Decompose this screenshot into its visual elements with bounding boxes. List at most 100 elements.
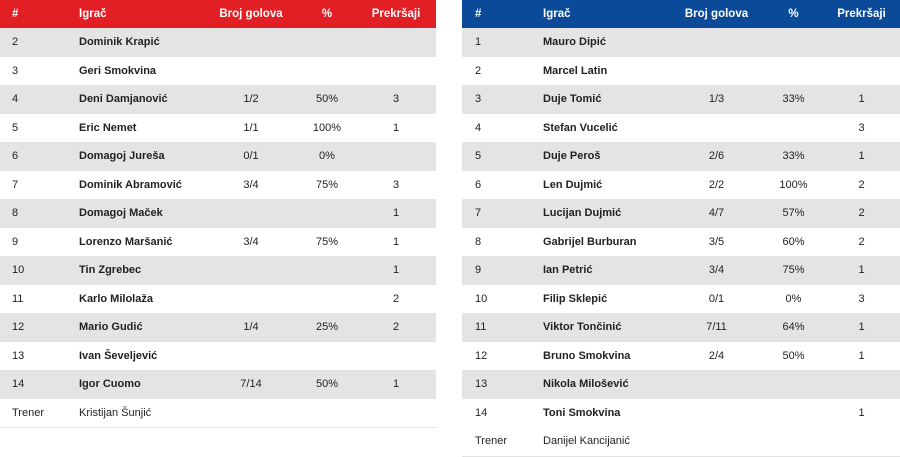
player-goals: 3/4	[708, 264, 725, 277]
player-name: Mauro Dipić	[543, 36, 606, 49]
player-percent: 60%	[782, 235, 805, 248]
coach-label: Trener	[12, 406, 44, 419]
player-row: 4 Stefan Vucelić 3	[462, 114, 900, 143]
player-number: 2	[12, 36, 19, 49]
player-row: 6 Len Dujmić 2/2 100% 2	[462, 171, 900, 200]
player-row: 8 Gabrijel Burburan 3/5 60% 2	[462, 228, 900, 257]
player-percent: 33%	[782, 150, 805, 163]
player-goals: 1/1	[243, 121, 259, 134]
player-name: Viktor Tončinić	[543, 321, 622, 334]
player-row: 4 Deni Damjanović 1/2 50% 3	[0, 85, 436, 114]
player-goals: 7/14	[240, 378, 262, 391]
player-name: Duje Tomić	[543, 93, 602, 106]
player-name: Duje Peroš	[543, 150, 601, 163]
player-fouls: 1	[392, 264, 400, 277]
player-percent: 25%	[315, 321, 339, 334]
player-fouls: 2	[858, 207, 865, 220]
player-row: 7 Lucijan Dujmić 4/7 57% 2	[462, 199, 900, 228]
player-row: 10 Filip Sklepić 0/1 0% 3	[462, 285, 900, 314]
player-name: Filip Sklepić	[543, 292, 608, 305]
player-name: Dominik Abramović	[79, 178, 182, 191]
player-row: 3 Geri Smokvina	[0, 57, 436, 86]
header-percent: %	[788, 8, 799, 20]
player-fouls: 3	[858, 292, 865, 305]
player-number: 6	[475, 178, 482, 191]
away-rows: 1 Mauro Dipić 2 Marcel Latin 3 Duje Tomić 1/3 3…	[462, 28, 900, 457]
player-goals: 3/4	[243, 178, 259, 191]
player-number: 9	[475, 264, 482, 277]
player-goals: 3/4	[243, 235, 259, 248]
coach-label: Trener	[475, 435, 507, 448]
player-percent: 0%	[319, 150, 335, 163]
player-goals: 0/1	[708, 292, 725, 305]
player-number: 13	[12, 349, 25, 362]
player-fouls: 1	[858, 264, 865, 277]
player-row: 11 Karlo Milolaža 2	[0, 285, 436, 314]
player-number: 4	[12, 93, 19, 106]
header-player: Igrač	[543, 8, 571, 20]
player-percent: 0%	[785, 292, 802, 305]
away-table-header: # Igrač Broj golova % Prekršaji	[462, 0, 900, 28]
player-goals: 0/1	[243, 150, 259, 163]
player-name: Bruno Smokvina	[543, 349, 631, 362]
header-fouls: Prekršaji	[371, 8, 421, 20]
player-row: 13 Nikola Milošević	[462, 370, 900, 399]
player-percent: 100%	[312, 121, 342, 134]
player-goals: 3/5	[708, 235, 725, 248]
player-row: 12 Bruno Smokvina 2/4 50% 1	[462, 342, 900, 371]
player-percent: 75%	[315, 235, 339, 248]
player-number: 6	[12, 150, 19, 163]
player-row: 5 Eric Nemet 1/1 100% 1	[0, 114, 436, 143]
player-number: 2	[475, 64, 482, 77]
player-fouls: 3	[392, 178, 400, 191]
player-goals: 1/2	[243, 93, 259, 106]
player-number: 7	[12, 178, 19, 191]
header-fouls: Prekršaji	[837, 8, 886, 20]
player-goals: 1/3	[708, 93, 725, 106]
player-name: Ian Petrić	[543, 264, 593, 277]
player-fouls: 1	[858, 93, 865, 106]
player-row: 7 Dominik Abramović 3/4 75% 3	[0, 171, 436, 200]
player-fouls: 2	[392, 292, 400, 305]
player-percent: 50%	[782, 349, 805, 362]
coach-name: Danijel Kancijanić	[543, 435, 630, 448]
player-fouls: 1	[392, 235, 400, 248]
coach-row: Trener Kristijan Šunjić	[0, 399, 436, 428]
player-fouls: 1	[392, 207, 400, 220]
home-team-stats-table: # Igrač Broj golova % Prekršaji 2 Dominik…	[0, 0, 436, 428]
player-name: Marcel Latin	[543, 64, 608, 77]
player-number: 10	[12, 264, 25, 277]
player-number: 10	[475, 292, 488, 305]
player-name: Dominik Krapić	[79, 36, 160, 49]
player-row: 14 Igor Cuomo 7/14 50% 1	[0, 370, 436, 399]
player-number: 12	[475, 349, 488, 362]
player-name: Lucijan Dujmić	[543, 207, 622, 220]
player-number: 14	[475, 406, 488, 419]
player-number: 1	[475, 36, 482, 49]
player-name: Stefan Vucelić	[543, 121, 618, 134]
coach-row: Trener Danijel Kancijanić	[462, 427, 900, 457]
player-name: Domagoj Maček	[79, 207, 163, 220]
player-row: 2 Dominik Krapić	[0, 28, 436, 57]
player-number: 11	[12, 292, 24, 305]
player-goals: 2/6	[708, 150, 725, 163]
player-name: Tin Zgrebec	[79, 264, 142, 277]
player-number: 11	[475, 321, 487, 334]
player-row: 8 Domagoj Maček 1	[0, 199, 436, 228]
away-team-stats-table: # Igrač Broj golova % Prekršaji 1 Mauro D…	[462, 0, 900, 457]
player-name: Igor Cuomo	[79, 378, 141, 391]
player-number: 3	[475, 93, 482, 106]
player-row: 13 Ivan Ševeljević	[0, 342, 436, 371]
player-row: 9 Ian Petrić 3/4 75% 1	[462, 256, 900, 285]
player-name: Mario Gudić	[79, 321, 143, 334]
player-goals: 1/4	[243, 321, 259, 334]
player-percent: 75%	[782, 264, 805, 277]
player-fouls: 1	[858, 406, 865, 419]
player-number: 13	[475, 378, 488, 391]
player-name: Domagoj Jureša	[79, 150, 165, 163]
player-percent: 75%	[315, 178, 339, 191]
player-name: Nikola Milošević	[543, 378, 629, 391]
player-number: 7	[475, 207, 482, 220]
player-number: 14	[12, 378, 25, 391]
player-name: Lorenzo Maršanić	[79, 235, 173, 248]
